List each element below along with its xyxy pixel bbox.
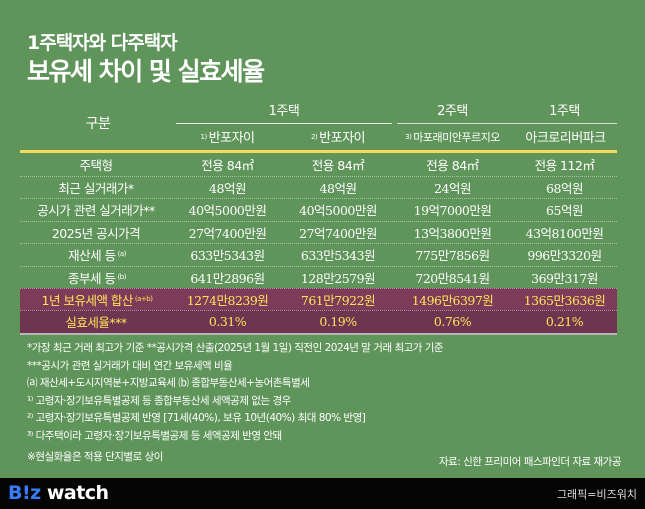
row-label: 1년 보유세액 합산 (a+b) <box>20 288 176 311</box>
footer-bar: B!z watch 그래픽=비즈워치 <box>0 478 645 509</box>
row-label-text: 주택형 <box>79 157 113 173</box>
row-label-text: 2025년 공시가격 <box>51 225 141 241</box>
note: ³⁾ 다주택이라 고령자·장기보유특별공제 등 세액공제 반영 안돼 <box>27 429 282 442</box>
table-cell: 761만7922원 <box>300 292 376 308</box>
table-cell: 1365만3636원 <box>523 292 606 308</box>
row-label-text: 종부세 등 <box>68 270 116 286</box>
row-divider <box>20 243 617 244</box>
row-label: 재산세 등 (a) <box>20 243 176 266</box>
footnote-marker: 2) <box>310 132 318 141</box>
footnote-marker: (a+b) <box>134 295 153 304</box>
table-cell: 40억5000만원 <box>299 202 377 218</box>
note: ***공시가 관련 실거래가 대비 연간 보유세액 비율 <box>27 359 233 372</box>
row-divider <box>20 176 617 177</box>
table-cell: 0.31% <box>208 314 247 329</box>
header-label: 구분 <box>85 116 111 132</box>
table-cell: 641만2896원 <box>190 270 265 286</box>
row-divider <box>20 310 617 311</box>
column-header-2: 2) 반포자이 <box>284 123 392 150</box>
table-cell: 전용 84㎡ <box>426 157 479 173</box>
source: 자료: 신한 프리미어 패스파인더 자료 재가공 <box>438 456 622 468</box>
row-label: 주택형 <box>20 153 176 176</box>
table-cell: 전용 84㎡ <box>311 157 365 173</box>
table-cell: 996만3320원 <box>527 247 602 263</box>
table-cell: 68억원 <box>546 180 583 196</box>
footnote-marker: (a) <box>117 250 127 259</box>
table-cell: 65억원 <box>546 202 583 218</box>
table-cell: 13억3800만원 <box>413 225 492 241</box>
footnotes: *가장 최근 거래 최고가 기준 **공시가격 산출(2025년 1월 1일) … <box>27 340 444 466</box>
table-cell: 24억원 <box>434 180 471 196</box>
table-cell: 27억7400만원 <box>299 225 377 241</box>
table-cell: 1274만8239원 <box>186 292 269 308</box>
header-divider <box>20 150 617 153</box>
row-label-text: 1년 보유세액 합산 <box>41 292 134 308</box>
note: ²⁾ 고령자·장기보유특별공제 반영 [71세(40%), 보유 10년(40%… <box>27 412 366 425</box>
row-divider <box>20 266 617 267</box>
table-cell: 0.19% <box>319 314 357 329</box>
table-cell: 720만8541원 <box>415 270 490 286</box>
footnote-marker: 1) <box>200 132 207 141</box>
table-cell: 369만317원 <box>531 270 598 286</box>
row-label: 실효세율*** <box>20 310 176 333</box>
group-underline <box>397 123 617 124</box>
table-cell: 633만5343원 <box>190 247 265 263</box>
table-cell: 전용 112㎡ <box>534 157 595 173</box>
row-label: 2025년 공시가격 <box>20 221 176 244</box>
group-header-3: 1주택 <box>549 104 580 119</box>
table-cell: 43억8100만원 <box>525 225 604 241</box>
table-cell: 0.21% <box>545 314 584 329</box>
row-label-text: 공시가 관련 실거래가** <box>37 202 155 218</box>
title-line1: 1주택자와 다주택자 <box>27 32 178 54</box>
row-divider <box>20 288 617 289</box>
column-header-4: 아크로리버파크 <box>512 123 617 150</box>
table-cell: 1496만6397원 <box>411 292 494 308</box>
note: *가장 최근 거래 최고가 기준 **공시가격 산출(2025년 1월 1일) … <box>27 342 444 354</box>
complex-name: 아크로리버파크 <box>525 131 606 146</box>
row-divider <box>20 198 617 199</box>
complex-name: 마포래미안푸르지오 <box>413 130 500 144</box>
table-cell: 40억5000만원 <box>188 202 267 218</box>
table-cell: 전용 84㎡ <box>201 157 254 173</box>
complex-name: 반포자이 <box>208 131 255 146</box>
row-label: 종부세 등 (b) <box>20 266 176 289</box>
group-header-1: 1주택 <box>268 104 300 119</box>
table-cell: 19억7000만원 <box>413 202 492 218</box>
footnote-marker: 3) <box>405 132 412 141</box>
column-header-1: 1) 반포자이 <box>176 123 279 150</box>
note: ※현실화율은 적용 단지별로 상이 <box>27 450 163 463</box>
row-label: 공시가 관련 실거래가** <box>20 198 176 221</box>
highlight-row-rate <box>20 310 617 333</box>
column-header-3: 3) 마포래미안푸르지오 <box>397 123 508 150</box>
row-label-text: 실효세율*** <box>65 315 127 330</box>
row-label-text: 최근 실거래가* <box>58 180 134 196</box>
table-bottom-line <box>20 333 617 335</box>
table-cell: 27억7400만원 <box>188 225 267 241</box>
row-label-text: 재산세 등 <box>68 247 116 263</box>
note: ¹⁾ 고령자·장기보유특별공제 등 종합부동산세 세액공제 없는 경우 <box>27 394 291 407</box>
table-cell: 48억원 <box>209 180 246 196</box>
note: ⒜ 재산세+도시지역분+지방교육세 ⒝ 종합부동산세+농어촌특별세 <box>27 377 310 390</box>
graphic-credit: 그래픽=비즈워치 <box>556 488 637 501</box>
group-underline <box>176 123 392 124</box>
group-header-2: 2주택 <box>437 104 468 119</box>
row-divider <box>20 221 617 222</box>
table-cell: 633만5343원 <box>300 247 376 263</box>
bizwatch-logo: B!z watch <box>8 482 109 504</box>
footnote-marker: (b) <box>117 273 127 282</box>
row-label: 최근 실거래가* <box>20 176 176 199</box>
table-cell: 128만2579원 <box>300 270 376 286</box>
highlight-row-total <box>20 288 617 310</box>
table-cell: 48억원 <box>319 180 357 196</box>
complex-name: 반포자이 <box>319 131 366 146</box>
table-cell: 0.76% <box>433 314 472 329</box>
title-line2: 보유세 차이 및 실효세율 <box>27 57 265 86</box>
table-cell: 775만7856원 <box>415 247 490 263</box>
